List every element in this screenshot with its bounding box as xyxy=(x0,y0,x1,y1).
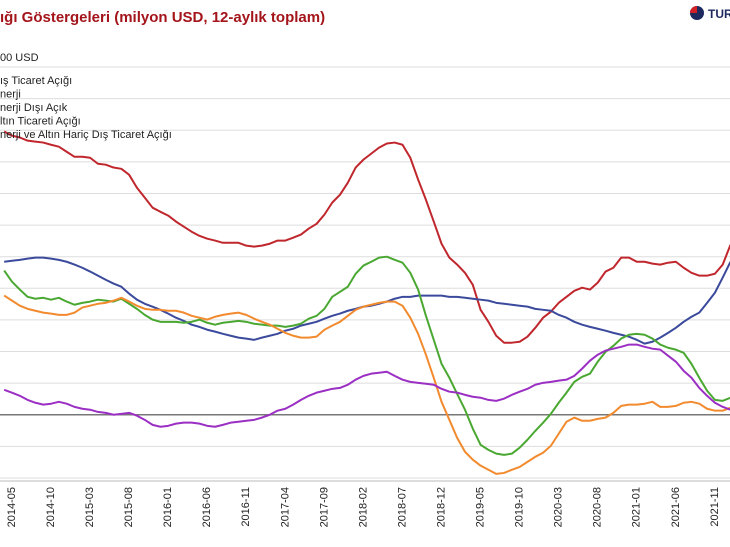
chart-title: ığı Göstergeleri (milyon USD, 12-aylık t… xyxy=(0,9,325,26)
x-tick-label: 2021-11 xyxy=(709,487,721,527)
legend-label: ltın Ticareti Açığı xyxy=(0,116,81,128)
x-tick-label: 2018-02 xyxy=(357,487,369,527)
series-line xyxy=(3,255,730,456)
legend-label: nerji Dışı Açık xyxy=(0,102,68,114)
x-tick-label: 2018-12 xyxy=(435,487,447,527)
legend-label: nerji ve Altın Hariç Dış Ticaret Açığı xyxy=(0,129,172,141)
x-tick-label: 2016-06 xyxy=(201,487,213,527)
x-tick-label: 2020-03 xyxy=(553,487,565,527)
x-tick-label: 2018-07 xyxy=(396,487,408,527)
logo-icon-part xyxy=(690,6,697,13)
series-line xyxy=(3,343,730,428)
series-line xyxy=(3,294,730,475)
x-tick-label: 2017-04 xyxy=(279,487,291,527)
x-tick-label: 2020-08 xyxy=(592,487,604,527)
x-tick-label: 2021-01 xyxy=(631,487,643,527)
x-tick-label: 2014-05 xyxy=(6,487,18,527)
x-tick-label: 2017-09 xyxy=(318,487,330,527)
x-tick-label: 2016-01 xyxy=(162,487,174,527)
legend-label: nerji xyxy=(0,89,21,101)
x-tick-label: 2015-08 xyxy=(123,487,135,527)
x-tick-label: 2016-11 xyxy=(240,487,252,527)
series-line xyxy=(3,130,730,344)
x-tick-label: 2019-05 xyxy=(475,487,487,527)
x-tick-label: 2015-03 xyxy=(84,487,96,527)
x-tick-label: 2021-06 xyxy=(670,487,682,527)
y-axis-label: 00 USD xyxy=(0,52,39,64)
logo-text: TUR xyxy=(708,7,730,21)
x-tick-label: 2019-10 xyxy=(514,487,526,527)
legend-label: ış Ticaret Açığı xyxy=(0,75,72,87)
logo: TUR xyxy=(690,6,730,21)
x-tick-label: 2014-10 xyxy=(45,487,57,527)
